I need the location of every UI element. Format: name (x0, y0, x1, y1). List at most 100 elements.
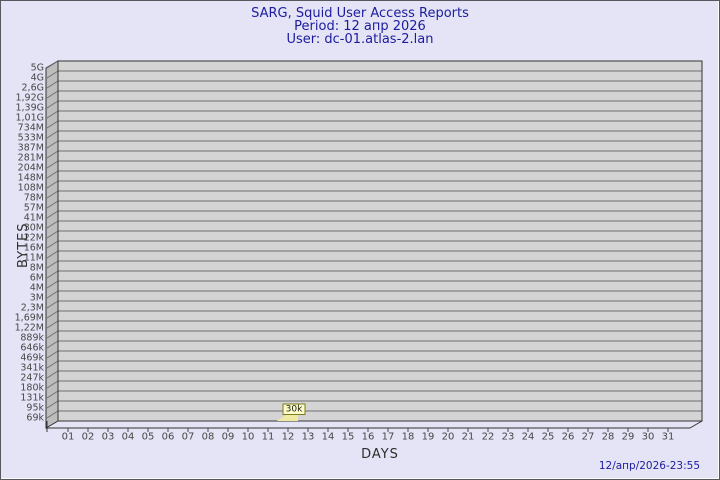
chart-user: User: dc-01.atlas-2.lan (286, 32, 434, 47)
y-tick-label: 131k (20, 393, 44, 404)
y-tick-connector (46, 330, 59, 339)
y-tick-connector (46, 130, 59, 139)
y-tick-label: 5G (31, 63, 44, 74)
y-tick-connector (46, 390, 59, 399)
y-tick-connector (46, 340, 59, 349)
y-tick-label: 69k (26, 413, 44, 424)
y-tick-connector (46, 100, 59, 109)
y-tick-label: 2,3M (21, 303, 44, 314)
x-tick-label: 20 (442, 432, 455, 443)
y-tick-connector (46, 250, 59, 259)
y-tick-label: 533M (18, 133, 44, 144)
y-tick-label: 247k (20, 373, 44, 384)
y-tick-connector (46, 60, 59, 69)
x-tick-label: 10 (242, 432, 255, 443)
y-tick-connector (46, 220, 59, 229)
y-tick-label: 108M (18, 183, 44, 194)
report-timestamp: 12/апр/2026-23:55 (598, 460, 700, 472)
y-tick-connector (46, 140, 59, 149)
y-tick-label: 2,6G (22, 83, 44, 94)
y-tick-label: 22M (24, 233, 44, 244)
y-tick-connector (46, 270, 59, 279)
y-tick-connector (46, 380, 59, 389)
y-tick-connector (46, 170, 59, 179)
x-tick-label: 09 (222, 432, 235, 443)
x-tick-label: 23 (502, 432, 515, 443)
y-tick-label: 734M (18, 123, 44, 134)
y-tick-label: 646k (20, 343, 44, 354)
y-tick-label: 41M (24, 213, 44, 224)
x-tick-label: 13 (302, 432, 315, 443)
y-tick-connector (46, 190, 59, 199)
y-tick-label: 204M (18, 163, 44, 174)
x-tick-label: 11 (262, 432, 275, 443)
y-tick-connector (46, 360, 59, 369)
y-tick-connector (46, 160, 59, 169)
y-tick-label: 469k (20, 353, 44, 364)
y-tick-connector (46, 300, 59, 309)
y-tick-connector (46, 230, 59, 239)
x-tick-label: 03 (102, 432, 115, 443)
y-tick-connector (46, 70, 59, 79)
x-tick-label: 05 (142, 432, 155, 443)
y-tick-label: 30M (24, 223, 44, 234)
y-tick-connector (46, 120, 59, 129)
x-tick-label: 19 (422, 432, 435, 443)
y-tick-label: 1,69M (15, 313, 44, 324)
x-tick-label: 30 (642, 432, 655, 443)
y-tick-label: 1,92G (15, 93, 44, 104)
x-tick-label: 25 (542, 432, 555, 443)
x-tick-label: 01 (62, 432, 75, 443)
y-tick-label: 11M (24, 253, 44, 264)
chart-title: SARG, Squid User Access Reports (251, 6, 469, 21)
y-tick-label: 78M (24, 193, 44, 204)
x-tick-label: 08 (202, 432, 215, 443)
y-tick-label: 1,22M (15, 323, 44, 334)
y-tick-label: 1,39G (15, 103, 44, 114)
y-tick-label: 4G (31, 73, 44, 84)
x-tick-label: 27 (582, 432, 595, 443)
y-tick-label: 148M (18, 173, 44, 184)
y-tick-label: 1,01G (15, 113, 44, 124)
x-tick-label: 21 (462, 432, 475, 443)
y-tick-label: 341k (20, 363, 44, 374)
y-tick-connector (46, 310, 59, 319)
y-tick-connector (46, 150, 59, 159)
day-bar (277, 414, 298, 421)
y-tick-label: 95k (26, 403, 44, 414)
x-tick-label: 14 (322, 432, 335, 443)
x-axis-title: DAYS (361, 447, 399, 462)
y-tick-connector (46, 410, 59, 419)
y-tick-connector (46, 200, 59, 209)
plot-floor-right-corner (689, 420, 703, 429)
y-tick-connector (46, 290, 59, 299)
x-tick-label: 12 (282, 432, 295, 443)
y-tick-label: 4M (30, 283, 44, 294)
y-tick-label: 16M (24, 243, 44, 254)
y-tick-connector (46, 80, 59, 89)
y-tick-connector (46, 400, 59, 409)
x-tick-label: 22 (482, 432, 495, 443)
x-tick-label: 28 (602, 432, 615, 443)
y-tick-connector (46, 90, 59, 99)
x-tick-label: 26 (562, 432, 575, 443)
y-tick-label: 8M (30, 263, 44, 274)
y-tick-connector (46, 210, 59, 219)
x-tick-label: 18 (402, 432, 415, 443)
x-tick-label: 06 (162, 432, 175, 443)
y-tick-connector (46, 370, 59, 379)
y-tick-connector (46, 110, 59, 119)
y-tick-connector (46, 240, 59, 249)
y-tick-connector (46, 260, 59, 269)
x-tick-label: 24 (522, 432, 535, 443)
y-tick-connector (46, 320, 59, 329)
y-tick-connector (46, 180, 59, 189)
x-tick-label: 31 (662, 432, 675, 443)
plot-border (57, 60, 703, 422)
chart-period: Period: 12 апр 2026 (294, 19, 426, 34)
y-tick-label: 281M (18, 153, 44, 164)
y-tick-connector (46, 280, 59, 289)
bar-value-box (282, 403, 306, 415)
y-tick-label: 889k (20, 333, 44, 344)
